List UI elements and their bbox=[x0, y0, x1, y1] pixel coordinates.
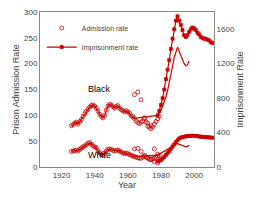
svg-text:800: 800 bbox=[217, 94, 231, 103]
svg-text:1600: 1600 bbox=[217, 25, 235, 34]
svg-text:1940: 1940 bbox=[86, 171, 104, 180]
svg-text:200: 200 bbox=[24, 59, 38, 68]
svg-text:Prison Admission Rate: Prison Admission Rate bbox=[11, 44, 21, 135]
svg-text:100: 100 bbox=[24, 111, 38, 120]
svg-text:250: 250 bbox=[24, 34, 38, 43]
svg-text:Black: Black bbox=[88, 84, 111, 94]
svg-text:400: 400 bbox=[217, 128, 231, 137]
svg-text:1200: 1200 bbox=[217, 59, 235, 68]
svg-text:150: 150 bbox=[24, 85, 38, 94]
svg-text:Imprisonment Rate: Imprisonment Rate bbox=[235, 51, 245, 127]
svg-text:White: White bbox=[88, 150, 111, 160]
svg-text:300: 300 bbox=[24, 8, 38, 17]
svg-text:1980: 1980 bbox=[152, 171, 170, 180]
svg-text:1920: 1920 bbox=[53, 171, 71, 180]
svg-text:50: 50 bbox=[28, 137, 37, 146]
svg-text:0: 0 bbox=[217, 163, 222, 172]
svg-text:Year: Year bbox=[118, 180, 136, 190]
svg-text:0: 0 bbox=[33, 163, 38, 172]
svg-text:Admission rate: Admission rate bbox=[82, 25, 128, 32]
svg-text:1960: 1960 bbox=[119, 171, 137, 180]
svg-text:Imprisonment rate: Imprisonment rate bbox=[82, 44, 139, 52]
svg-text:2000: 2000 bbox=[185, 171, 203, 180]
